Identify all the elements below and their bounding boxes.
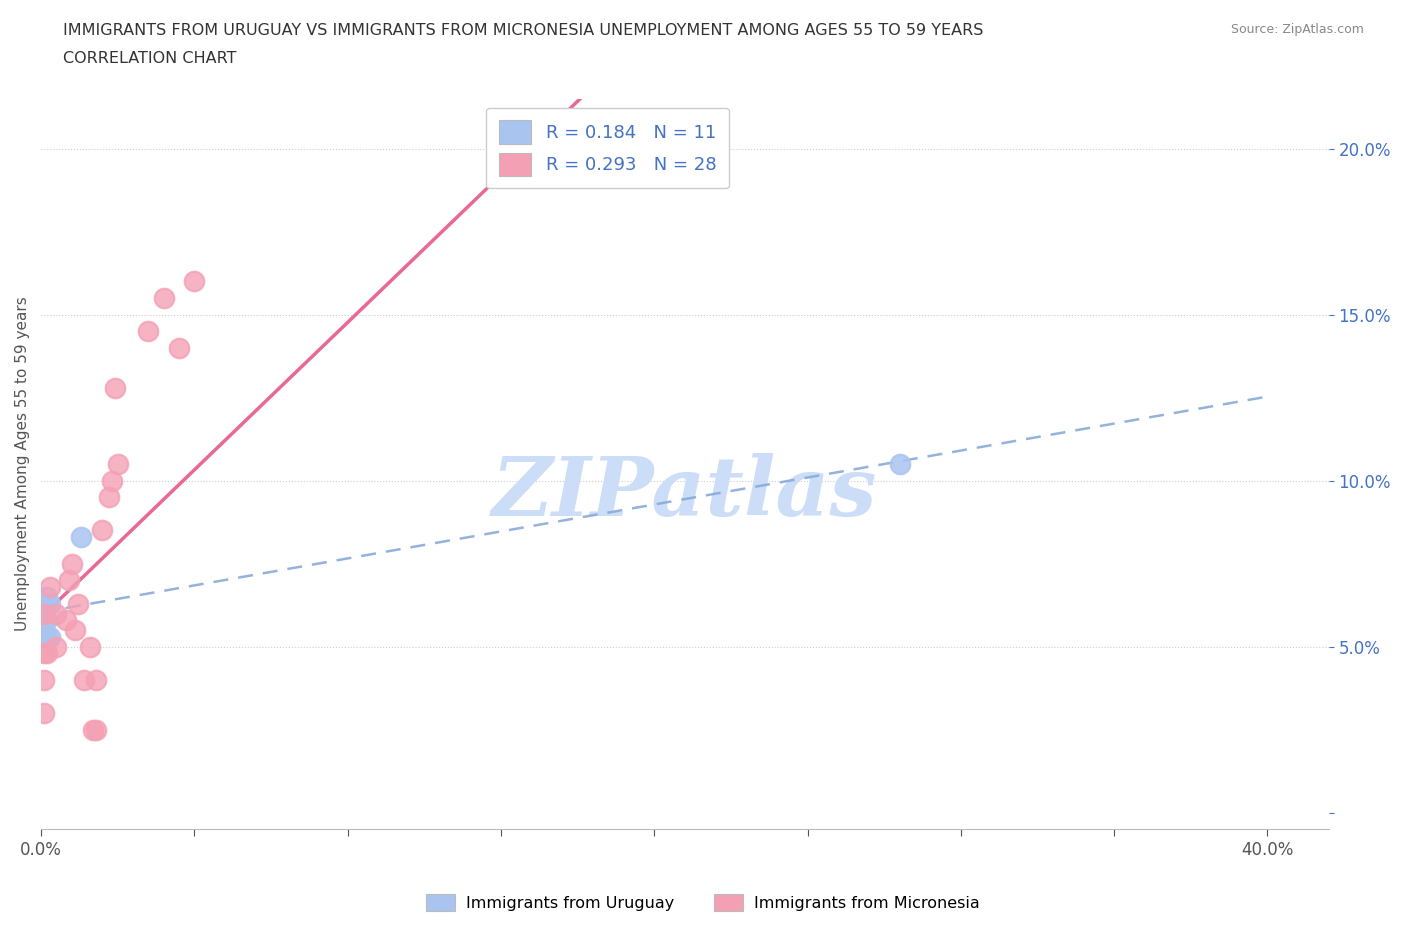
Point xyxy=(60,556,83,571)
Point xyxy=(889,457,911,472)
Point xyxy=(73,672,96,687)
Text: IMMIGRANTS FROM URUGUAY VS IMMIGRANTS FROM MICRONESIA UNEMPLOYMENT AMONG AGES 55: IMMIGRANTS FROM URUGUAY VS IMMIGRANTS FR… xyxy=(63,23,984,38)
Text: Source: ZipAtlas.com: Source: ZipAtlas.com xyxy=(1230,23,1364,36)
Point xyxy=(37,590,59,604)
Point xyxy=(32,606,55,621)
Point xyxy=(37,630,59,644)
Point xyxy=(55,613,77,628)
Point xyxy=(107,457,129,472)
Point xyxy=(104,380,127,395)
Point xyxy=(37,613,59,628)
Point xyxy=(70,530,93,545)
Point xyxy=(79,639,101,654)
Point xyxy=(39,630,62,644)
Point xyxy=(66,596,89,611)
Point xyxy=(167,340,190,355)
Point xyxy=(84,672,107,687)
Point xyxy=(39,596,62,611)
Point xyxy=(39,579,62,594)
Point xyxy=(183,274,205,289)
Point xyxy=(32,606,55,621)
Text: ZIPatlas: ZIPatlas xyxy=(492,453,877,533)
Point xyxy=(100,473,122,488)
Point xyxy=(91,523,114,538)
Point xyxy=(138,324,160,339)
Point xyxy=(82,723,104,737)
Point xyxy=(45,606,67,621)
Point xyxy=(37,646,59,661)
Text: CORRELATION CHART: CORRELATION CHART xyxy=(63,51,236,66)
Point xyxy=(32,630,55,644)
Point xyxy=(32,706,55,721)
Point xyxy=(84,723,107,737)
Point xyxy=(32,672,55,687)
Legend: Immigrants from Uruguay, Immigrants from Micronesia: Immigrants from Uruguay, Immigrants from… xyxy=(420,887,986,917)
Point xyxy=(45,639,67,654)
Point xyxy=(32,596,55,611)
Point xyxy=(97,490,120,505)
Point xyxy=(32,613,55,628)
Point xyxy=(32,646,55,661)
Legend: R = 0.184   N = 11, R = 0.293   N = 28: R = 0.184 N = 11, R = 0.293 N = 28 xyxy=(486,108,730,189)
Point xyxy=(58,573,80,588)
Point xyxy=(643,158,665,173)
Y-axis label: Unemployment Among Ages 55 to 59 years: Unemployment Among Ages 55 to 59 years xyxy=(15,297,30,631)
Point xyxy=(63,623,86,638)
Point xyxy=(152,290,174,305)
